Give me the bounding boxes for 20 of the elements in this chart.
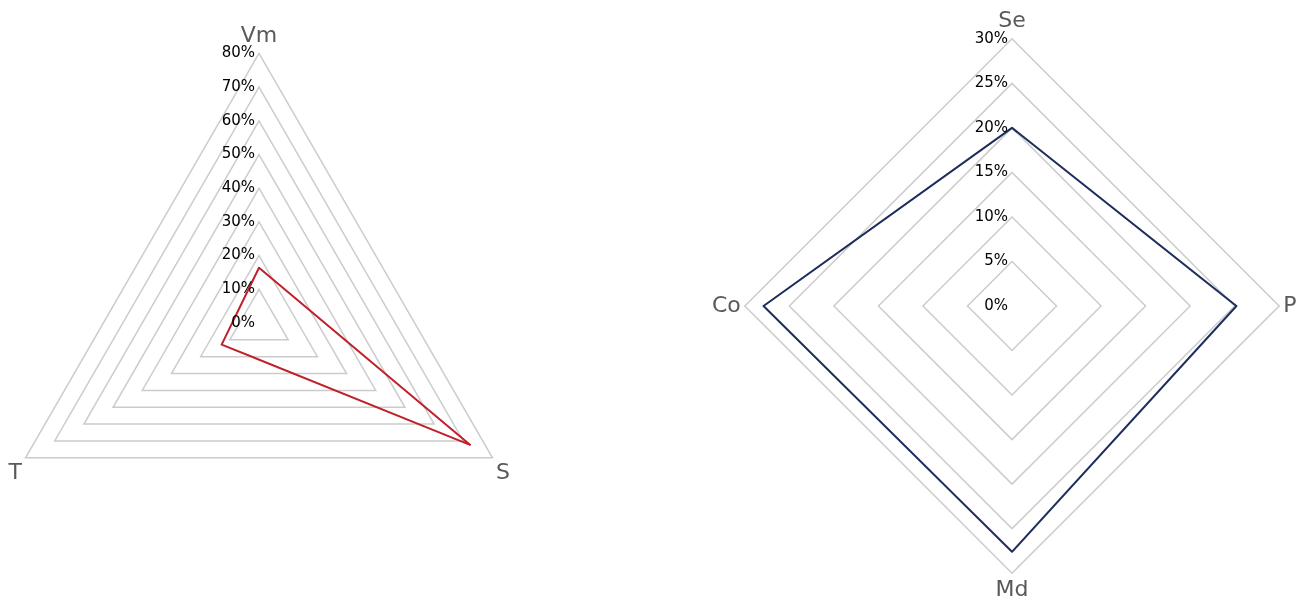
- y-tick-label: 10%: [974, 206, 1008, 225]
- y-tick-label: 60%: [221, 110, 255, 129]
- y-tick-label: 20%: [974, 117, 1008, 136]
- y-tick-label: 5%: [984, 251, 1008, 270]
- y-tick-label: 30%: [221, 211, 255, 230]
- y-tick-label: 0%: [984, 295, 1008, 314]
- y-tick-label: 25%: [974, 73, 1008, 92]
- y-tick-label: 50%: [221, 144, 255, 163]
- y-tick-label: 0%: [231, 312, 255, 331]
- spoke-label: Co: [711, 291, 741, 317]
- spoke-label: T: [7, 458, 23, 484]
- y-tick-label: 70%: [221, 76, 255, 95]
- y-tick-label: 20%: [221, 245, 255, 264]
- spoke-label: P: [1283, 291, 1297, 317]
- y-tick-label: 80%: [221, 43, 255, 62]
- spoke-label: Md: [995, 576, 1029, 602]
- y-tick-label: 15%: [974, 162, 1008, 181]
- y-tick-label: 30%: [974, 28, 1008, 47]
- spoke-label: S: [495, 458, 510, 484]
- y-tick-label: 40%: [221, 178, 255, 197]
